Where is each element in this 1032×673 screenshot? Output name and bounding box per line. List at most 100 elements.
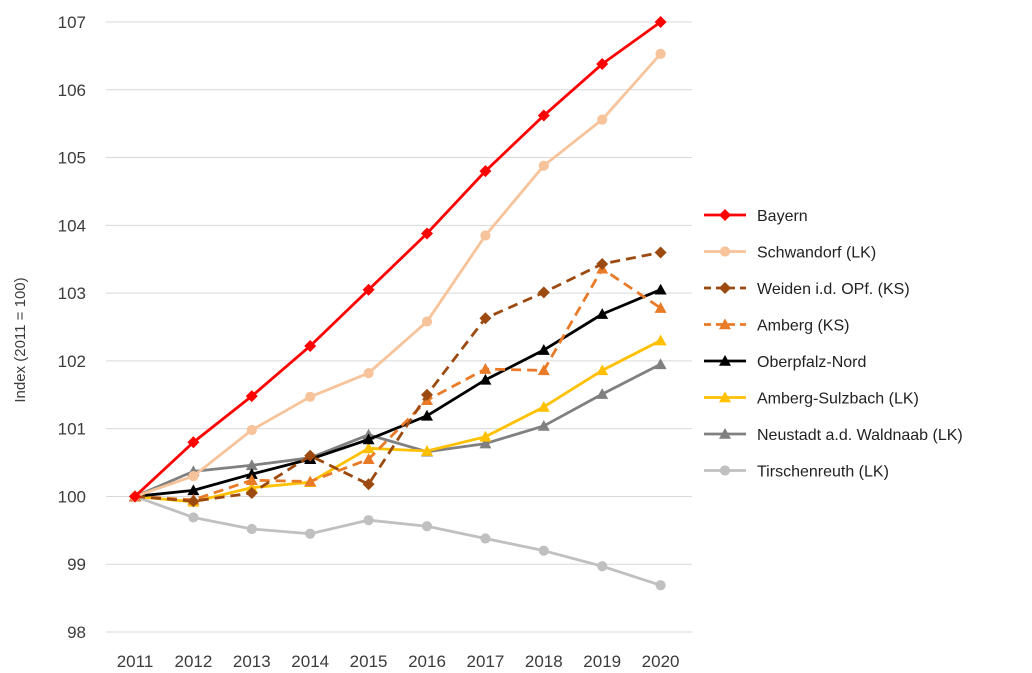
legend-marker (719, 282, 731, 294)
legend-marker (719, 246, 731, 257)
legend-label: Tirschenreuth (LK) (757, 464, 889, 481)
x-tick-label: 2011 (117, 652, 154, 671)
legend-label: Weiden i.d. OPf. (KS) (757, 281, 910, 298)
data-point (597, 114, 608, 125)
data-point (596, 388, 609, 399)
y-tick-label: 107 (58, 13, 86, 32)
y-axis-ticks: 98 99 100 101 102 103 104 105 106 107 (58, 13, 86, 642)
legend-label: Oberpfalz-Nord (757, 354, 866, 371)
data-point (537, 286, 550, 299)
y-tick-label: 101 (58, 420, 86, 439)
data-point (479, 363, 492, 374)
y-tick-label: 105 (58, 149, 86, 168)
x-tick-label: 2019 (583, 652, 621, 671)
legend-label: Amberg (KS) (757, 318, 849, 335)
series-1 (129, 16, 667, 503)
x-axis-ticks: 2011 2012 2013 2014 2015 2016 2017 2018 2019 2020 (117, 652, 680, 671)
data-point (187, 436, 200, 449)
data-point (537, 109, 550, 122)
data-point (655, 48, 666, 59)
data-point (245, 487, 258, 500)
y-tick-label: 104 (58, 216, 86, 235)
series-line (134, 20, 662, 498)
legend-item: Amberg (KS) (704, 318, 849, 335)
series-4 (129, 262, 667, 505)
legend-marker (719, 465, 731, 476)
data-point (537, 364, 550, 376)
data-point (596, 257, 609, 270)
series-6 (129, 334, 667, 507)
data-point (596, 58, 609, 71)
x-tick-label: 2017 (466, 652, 504, 671)
data-point (421, 388, 433, 401)
data-point (129, 490, 141, 503)
series-line (134, 339, 662, 504)
data-point (245, 468, 258, 479)
series-3 (129, 246, 667, 508)
data-point (304, 449, 317, 462)
y-tick-label: 100 (58, 487, 86, 506)
data-point (188, 512, 199, 523)
legend-marker (719, 209, 731, 221)
data-point (421, 227, 433, 240)
x-tick-label: 2018 (525, 652, 563, 671)
series-8 (129, 491, 666, 591)
data-point (246, 523, 257, 535)
data-point (537, 419, 550, 431)
data-point (362, 478, 375, 491)
data-point (245, 474, 258, 485)
y-tick-label: 106 (58, 81, 86, 100)
legend-label: Bayern (757, 208, 808, 225)
data-point (187, 484, 200, 496)
legend-item: Oberpfalz-Nord (704, 354, 866, 371)
legend-label: Neustadt a.d. Waldnaab (LK) (757, 427, 963, 444)
data-point (480, 230, 491, 241)
series-lines (129, 16, 667, 591)
legend-item: Weiden i.d. OPf. (KS) (704, 281, 910, 298)
x-tick-label: 2020 (642, 652, 680, 671)
y-axis-title: Index (2011 = 100) (12, 277, 29, 402)
data-point (654, 334, 667, 346)
data-point (187, 495, 200, 508)
data-point (304, 475, 317, 487)
data-point (421, 409, 433, 421)
legend-item: Schwandorf (LK) (704, 245, 876, 262)
data-point (537, 400, 550, 412)
y-tick-label: 98 (67, 623, 86, 642)
series-line (134, 267, 662, 502)
data-point (246, 424, 257, 436)
series-line (134, 288, 662, 498)
data-point (363, 515, 374, 526)
series-line (134, 52, 662, 498)
x-tick-label: 2013 (233, 652, 271, 671)
data-point (362, 283, 375, 296)
y-tick-label: 102 (58, 352, 86, 371)
data-point (479, 165, 492, 178)
data-point (421, 521, 433, 532)
data-point (596, 308, 609, 319)
legend-marker (719, 355, 731, 366)
legend-item: Tirschenreuth (LK) (704, 464, 889, 481)
legend-item: Amberg-Sulzbach (LK) (704, 391, 919, 408)
data-point (188, 471, 199, 482)
data-point (421, 316, 433, 327)
data-point (655, 580, 666, 591)
series-line (134, 363, 662, 498)
data-point (362, 433, 375, 445)
data-point (480, 533, 491, 544)
legend-item: Bayern (704, 208, 808, 225)
data-point (305, 528, 316, 539)
gridlines (106, 21, 692, 633)
data-point (305, 391, 316, 402)
x-tick-label: 2015 (350, 652, 388, 671)
y-tick-label: 103 (58, 284, 86, 303)
data-point (538, 545, 549, 556)
data-point (479, 437, 492, 449)
data-point (654, 16, 667, 28)
series-line (134, 251, 661, 503)
legend: Bayern Schwandorf (LK) Weiden i.d. OPf. (K… (704, 208, 963, 481)
data-point (597, 561, 608, 572)
series-line (134, 495, 662, 587)
data-point (654, 358, 667, 370)
